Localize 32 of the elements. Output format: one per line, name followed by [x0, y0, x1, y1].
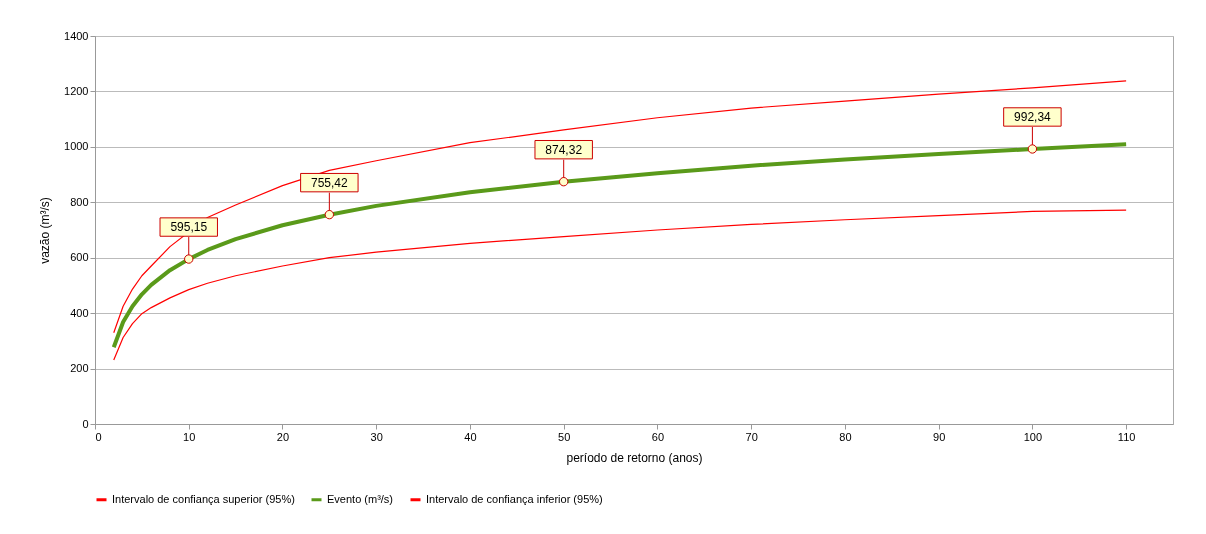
- annotation: 595,15: [170, 220, 208, 235]
- x-tick-label: 50: [558, 430, 571, 443]
- x-tick-label: 60: [651, 430, 665, 443]
- x-tick-label: 20: [276, 430, 290, 443]
- x-axis-title: período de retorno (anos): [566, 450, 703, 465]
- y-axis-title: vazão (m³/s): [38, 197, 53, 264]
- y-tick-label: 600: [70, 251, 89, 264]
- line-series: [111, 142, 1129, 350]
- annotation: 874,32: [545, 142, 583, 157]
- line-series: [113, 209, 1127, 361]
- legend-label: Intervalo de confiança inferior (95%): [426, 492, 603, 505]
- y-tick-label: 1400: [64, 29, 89, 42]
- y-tick-label: 1200: [64, 84, 89, 97]
- y-tick-label: 400: [70, 306, 89, 319]
- y-tick-label: 1000: [64, 140, 89, 153]
- y-tick-label: 0: [82, 417, 89, 430]
- y-tick-label: 200: [70, 362, 89, 375]
- x-tick-label: 90: [933, 430, 946, 443]
- x-tick-label: 0: [95, 430, 102, 443]
- y-tick-label: 800: [70, 195, 89, 208]
- x-tick-label: 40: [464, 430, 477, 443]
- line-series: [113, 80, 1127, 334]
- annotation: 755,42: [311, 175, 349, 190]
- legend-label: Evento (m³/s): [327, 492, 394, 505]
- x-tick-label: 30: [370, 430, 383, 443]
- legend-label: Intervalo de confiança superior (95%): [112, 492, 295, 505]
- x-tick-label: 80: [839, 430, 852, 443]
- x-tick-label: 100: [1023, 430, 1043, 443]
- x-tick-label: 70: [745, 430, 758, 443]
- x-tick-label: 110: [1117, 430, 1136, 443]
- annotation: 992,34: [1014, 109, 1052, 124]
- x-tick-label: 10: [183, 430, 196, 443]
